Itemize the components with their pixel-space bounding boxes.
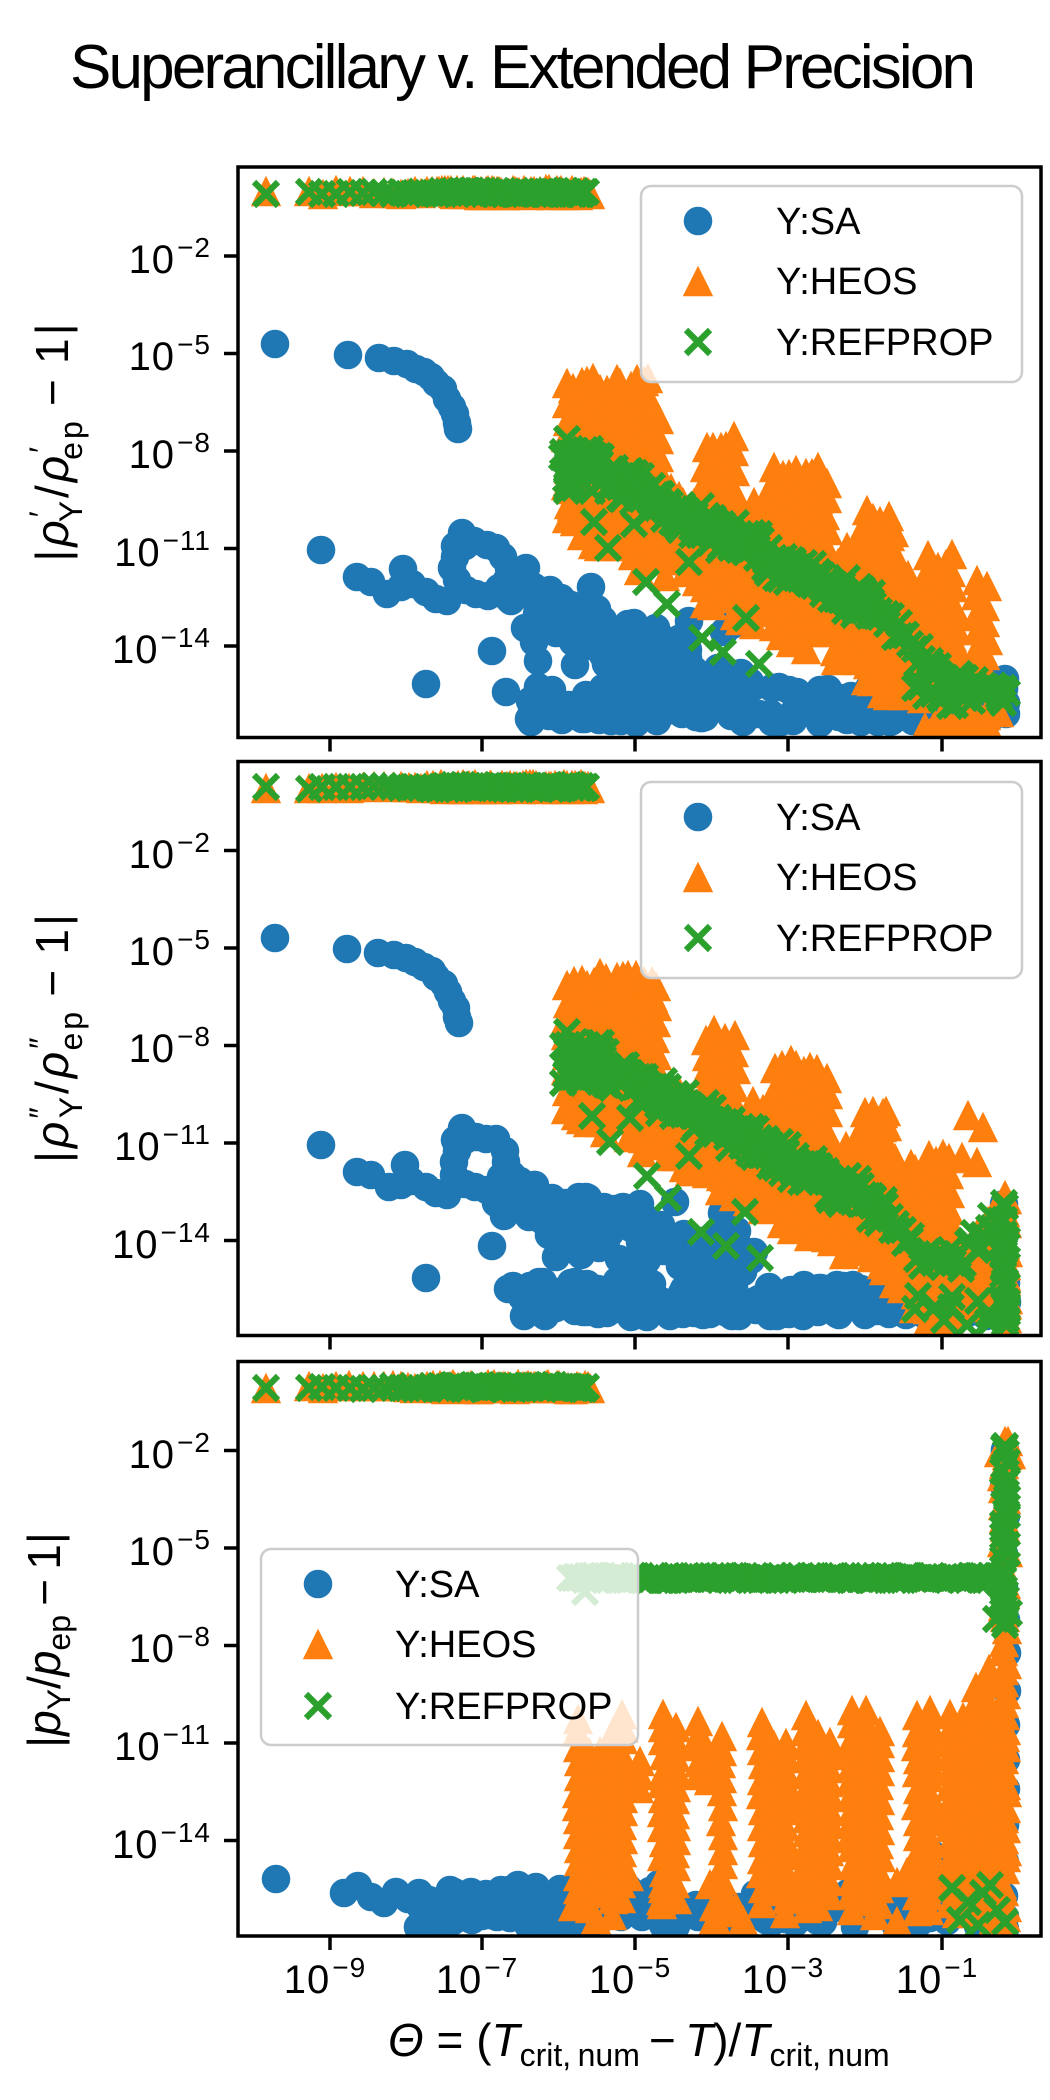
svg-text:10−11: 10−11 (114, 1719, 211, 1769)
svg-text:10−2: 10−2 (129, 1427, 211, 1477)
svg-text:10−7: 10−7 (436, 1952, 518, 2002)
svg-text:|ρ′Y/ρ′ep − 1|: |ρ′Y/ρ′ep − 1| (23, 320, 89, 561)
svg-text:Superancillary v. Extended Pre: Superancillary v. Extended Precision (70, 33, 976, 102)
svg-text:10−1: 10−1 (896, 1952, 978, 2002)
svg-text:Y:SA: Y:SA (776, 797, 861, 839)
svg-text:10−8: 10−8 (129, 1621, 211, 1671)
svg-text:Y:SA: Y:SA (395, 1564, 480, 1606)
svg-text:Y:REFPROP: Y:REFPROP (776, 918, 994, 960)
svg-text:10−2: 10−2 (129, 232, 211, 282)
svg-text:Y:REFPROP: Y:REFPROP (395, 1686, 613, 1728)
svg-text:10−2: 10−2 (129, 827, 211, 877)
svg-text:10−14: 10−14 (112, 1817, 211, 1867)
svg-text:10−14: 10−14 (112, 1217, 211, 1267)
svg-text:10−14: 10−14 (112, 622, 211, 672)
svg-text:10−5: 10−5 (129, 924, 211, 974)
svg-text:|pY/pep − 1|: |pY/pep − 1| (18, 1532, 77, 1748)
svg-text:10−11: 10−11 (114, 1119, 211, 1169)
svg-text:10−5: 10−5 (129, 329, 211, 379)
svg-text:10−5: 10−5 (589, 1952, 671, 2002)
svg-text:Y:HEOS: Y:HEOS (395, 1624, 537, 1666)
svg-text:10−5: 10−5 (129, 1524, 211, 1574)
svg-text:Y:HEOS: Y:HEOS (776, 261, 918, 303)
svg-text:Y:HEOS: Y:HEOS (776, 857, 918, 899)
svg-text:10−8: 10−8 (129, 1021, 211, 1071)
svg-text:10−11: 10−11 (114, 525, 211, 575)
svg-text:Y:SA: Y:SA (776, 201, 861, 243)
svg-text:10−3: 10−3 (742, 1952, 824, 2002)
svg-text:|ρ″Y/ρ″ep − 1|: |ρ″Y/ρ″ep − 1| (23, 911, 89, 1163)
svg-text:10−9: 10−9 (284, 1952, 366, 2002)
svg-text:10−8: 10−8 (129, 427, 211, 477)
svg-text:Y:REFPROP: Y:REFPROP (776, 322, 994, 364)
svg-text:Θ = (Tcrit, num − T)/Tcrit, nu: Θ = (Tcrit, num − T)/Tcrit, num (388, 2014, 890, 2073)
